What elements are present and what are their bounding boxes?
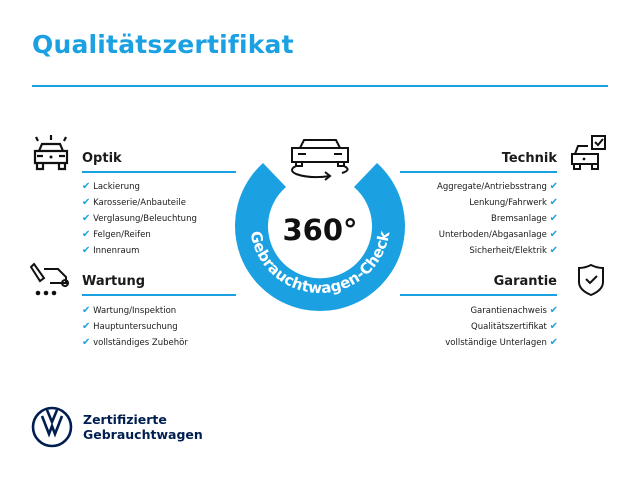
section-title-optik: Optik xyxy=(82,151,122,166)
list-item: ✔ Innenraum xyxy=(82,245,140,256)
badge-360-text: 360° xyxy=(282,213,357,247)
car-rotate-icon xyxy=(291,139,349,181)
check-icon: ✔ xyxy=(549,229,558,240)
shield-check-icon xyxy=(578,263,604,297)
list-item: Unterboden/Abgasanlage ✔ xyxy=(438,229,558,240)
section-title-technik: Technik xyxy=(501,151,557,166)
check-icon: ✔ xyxy=(549,305,558,316)
section-title-garantie: Garantie xyxy=(493,274,557,289)
check-icon: ✔ xyxy=(549,181,558,192)
check-icon: ✔ xyxy=(82,213,91,224)
list-item: Aggregate/Antriebsstrang ✔ xyxy=(437,181,558,192)
vw-logo xyxy=(31,406,73,448)
check-icon: ✔ xyxy=(549,337,558,348)
list-item: ✔ Felgen/Reifen xyxy=(82,229,151,240)
page-title: Qualitätszertifikat xyxy=(32,30,294,59)
check-icon: ✔ xyxy=(82,181,91,192)
list-item: Garantienachweis ✔ xyxy=(470,305,558,316)
check-icon: ✔ xyxy=(549,321,558,332)
list-item: Lenkung/Fahrwerk ✔ xyxy=(469,197,558,208)
list-item: Bremsanlage ✔ xyxy=(491,213,558,224)
check-icon: ✔ xyxy=(549,197,558,208)
brand-text: Zertifizierte Gebrauchtwagen xyxy=(83,412,203,442)
optik-list: ✔ Lackierung ✔ Karosserie/Anbauteile ✔ V… xyxy=(82,179,197,259)
check-icon: ✔ xyxy=(82,229,91,240)
check-icon: ✔ xyxy=(82,197,91,208)
section-title-wartung: Wartung xyxy=(82,274,146,289)
badge-ring xyxy=(235,163,405,312)
list-item: ✔ Lackierung xyxy=(82,181,140,192)
check-icon: ✔ xyxy=(82,321,91,332)
section-divider xyxy=(82,171,236,173)
garantie-list: Garantienachweis ✔ Qualitätszertifikat ✔… xyxy=(445,303,558,351)
check-icon: ✔ xyxy=(82,305,91,316)
check-icon: ✔ xyxy=(82,337,91,348)
section-divider xyxy=(400,171,557,173)
list-item: ✔ Wartung/Inspektion xyxy=(82,305,177,316)
wartung-list: ✔ Wartung/Inspektion ✔ Hauptuntersuchung… xyxy=(82,303,188,351)
section-divider xyxy=(400,294,557,296)
car-checkbox-icon xyxy=(571,135,606,170)
list-item: ✔ Hauptuntersuchung xyxy=(82,321,178,332)
list-item: Sicherheit/Elektrik ✔ xyxy=(469,245,558,256)
car-lights-icon xyxy=(33,135,69,171)
check-icon: ✔ xyxy=(549,213,558,224)
list-item: Qualitätszertifikat ✔ xyxy=(471,321,558,332)
service-truck-icon xyxy=(30,262,69,296)
list-item: ✔ Verglasung/Beleuchtung xyxy=(82,213,197,224)
list-item: ✔ vollständiges Zubehör xyxy=(82,337,188,348)
list-item: vollständige Unterlagen ✔ xyxy=(445,337,558,348)
list-item: ✔ Karosserie/Anbauteile xyxy=(82,197,186,208)
check-icon: ✔ xyxy=(82,245,91,256)
check-icon: ✔ xyxy=(549,245,558,256)
technik-list: Aggregate/Antriebsstrang ✔ Lenkung/Fahrw… xyxy=(437,179,558,259)
title-divider xyxy=(32,85,608,87)
section-divider xyxy=(82,294,236,296)
360-check-badge: Gebrauchtwagen-Check 360° xyxy=(235,139,405,312)
